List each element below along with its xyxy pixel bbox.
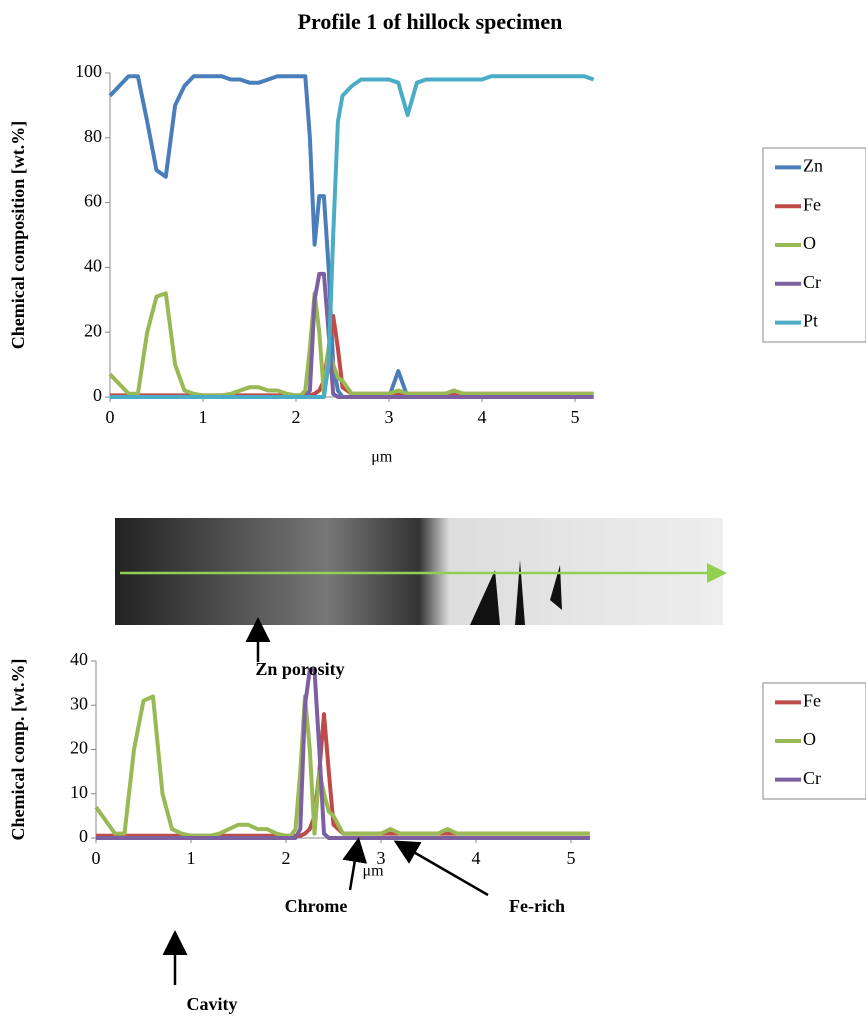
data-line	[108, 291, 594, 398]
legend-label: O	[803, 233, 816, 253]
y-tick-label: 40	[84, 256, 102, 276]
x-tick-label: 4	[472, 848, 481, 868]
legend-label: Cr	[803, 272, 821, 292]
x-tick-label: 5	[571, 407, 580, 427]
x-axis-label: μm	[371, 449, 393, 466]
data-line	[96, 667, 590, 840]
annotation: Fe-rich	[509, 896, 565, 916]
y-tick-label: 80	[84, 126, 102, 146]
x-tick-label: 4	[478, 407, 487, 427]
x-tick-label: 5	[567, 848, 576, 868]
legend-label: Cr	[803, 768, 821, 788]
y-tick-label: 40	[70, 649, 88, 669]
annotation: Cavity	[187, 994, 238, 1014]
legend-label: Fe	[803, 690, 821, 710]
annotation: Chrome	[285, 896, 348, 916]
x-tick-label: 1	[187, 848, 196, 868]
x-tick-label: 0	[92, 848, 101, 868]
data-line	[110, 271, 594, 399]
chart-title: Profile 1 of hillock specimen	[298, 9, 563, 34]
data-line	[110, 74, 595, 399]
y-tick-label: 20	[84, 320, 102, 340]
annotation: Zn porosity	[255, 659, 344, 679]
x-tick-label: 3	[377, 848, 386, 868]
x-tick-label: 1	[199, 407, 208, 427]
y-axis-label: Chemical composition [wt.%]	[8, 121, 28, 349]
tem-image	[115, 518, 727, 625]
legend-label: Pt	[803, 311, 818, 331]
y-tick-label: 30	[70, 693, 88, 713]
x-tick-label: 2	[292, 407, 301, 427]
data-line	[108, 74, 594, 399]
legend-label: Fe	[803, 194, 821, 214]
legend-label: O	[803, 729, 816, 749]
y-tick-label: 10	[70, 782, 88, 802]
x-tick-label: 3	[385, 407, 394, 427]
y-tick-label: 100	[75, 61, 102, 81]
annotation-arrow	[342, 837, 368, 891]
legend-label: Zn	[803, 156, 823, 176]
y-axis-label: Chemical comp. [wt.%]	[8, 659, 28, 841]
y-tick-label: 20	[70, 738, 88, 758]
y-tick-label: 0	[93, 385, 102, 405]
y-tick-label: 0	[79, 826, 88, 846]
x-tick-label: 2	[282, 848, 291, 868]
y-tick-label: 60	[84, 191, 102, 211]
data-line	[94, 694, 590, 838]
annotation-arrow	[393, 840, 489, 897]
x-axis-label: μm	[362, 863, 384, 880]
x-tick-label: 0	[106, 407, 115, 427]
